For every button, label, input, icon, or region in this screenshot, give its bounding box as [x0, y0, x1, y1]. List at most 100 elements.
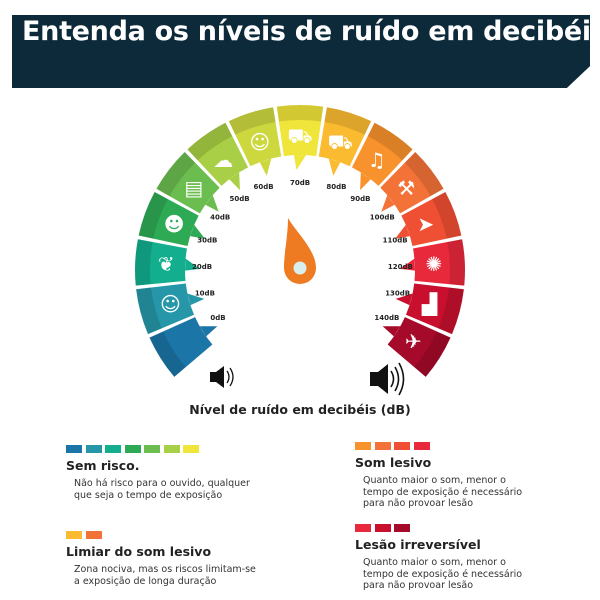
legend-swatch	[394, 442, 410, 450]
legend-swatch	[355, 524, 371, 532]
jackhammer-icon: ⚒	[397, 176, 415, 200]
segment-outer-band	[149, 331, 186, 377]
segment-outer-band	[414, 331, 451, 377]
gauge-segment-90dB: ♫ 90dB	[350, 122, 413, 203]
legend-title: Sem risco.	[66, 458, 140, 473]
rain-icon: ☁	[213, 148, 233, 172]
db-label: 120dB	[388, 263, 413, 271]
segment-pointer	[328, 158, 341, 176]
segment-fill	[401, 191, 462, 246]
gauge-segment-110dB: ➤ 110dB	[383, 191, 462, 246]
legend-title: Lesão irreversível	[355, 537, 481, 552]
legend-swatch	[144, 445, 160, 453]
leaves-icon: ❦	[158, 252, 175, 276]
db-label: 130dB	[385, 289, 410, 297]
db-label: 10dB	[195, 289, 215, 297]
title-banner	[12, 15, 590, 88]
segment-pointer	[185, 258, 201, 271]
legend-swatch	[66, 531, 82, 539]
traffic-icon: ⛟	[287, 124, 312, 148]
db-label: 90dB	[350, 195, 370, 203]
segment-fill	[412, 239, 465, 286]
legend-som-lesivo: Som lesivo Quanto maior o som, menor o tem…	[355, 442, 522, 510]
gauge-segment-0dB: 0dB	[149, 314, 226, 377]
legend-desc: que seja o tempo de exposição	[74, 489, 223, 501]
legend-desc: para não provoar lesão	[363, 498, 474, 509]
band-icon: ♫	[368, 148, 386, 172]
gauge-segment-20dB: ❦ 20dB	[135, 239, 212, 286]
legend-swatch	[355, 442, 371, 450]
legend-desc: Quanto maior o som, menor o	[363, 557, 506, 568]
legend-desc: Não há risco para o ouvido, qualquer	[74, 478, 250, 489]
radio-icon: ▤	[184, 176, 203, 200]
segment-outer-band	[135, 239, 153, 286]
fireworks-icon: ✺	[425, 252, 442, 276]
gauge-segment-120dB: ✺ 120dB	[388, 239, 465, 286]
legend-swatch	[183, 445, 199, 453]
speaker-low-icon	[210, 366, 234, 388]
race-car-icon: ➤	[417, 212, 434, 236]
segment-pointer	[395, 293, 413, 306]
segment-pointer	[259, 158, 272, 176]
truck-icon: ⛟	[328, 130, 353, 154]
segment-fill	[138, 191, 199, 246]
db-label: 0dB	[210, 314, 225, 322]
segment-fill	[135, 239, 188, 286]
segment-fill	[380, 151, 444, 214]
legend-swatch	[413, 442, 430, 450]
segment-fill	[318, 107, 372, 167]
segment-pointer	[293, 155, 307, 171]
page-title: Entenda os níveis de ruído em decibéis	[22, 16, 600, 47]
segment-pointer	[382, 326, 401, 337]
legend-desc: tempo de exposição é necessário	[363, 568, 523, 580]
db-label: 20dB	[192, 263, 212, 271]
segment-fill	[228, 107, 282, 167]
gauge-segment-30dB: ☻ 30dB	[138, 191, 217, 246]
needle-shape	[284, 218, 316, 284]
gauge-segment-100dB: ⚒ 100dB	[370, 151, 444, 221]
legend-swatch	[66, 445, 82, 453]
gauge-segment-40dB: ▤ 40dB	[156, 151, 230, 221]
gauge-segment-130dB: ▟ 130dB	[385, 283, 464, 335]
segment-outer-band	[138, 191, 168, 239]
segment-outer-band	[156, 151, 196, 197]
gauge-segment-50dB: ☁ 50dB	[187, 122, 250, 203]
segment-pointer	[187, 293, 205, 306]
db-label: 100dB	[370, 213, 395, 221]
people-talking-icon: ☺	[249, 130, 270, 154]
gauge-segment-60dB: ☺ 60dB	[228, 107, 282, 191]
legend-swatch	[85, 445, 102, 453]
gauge-segment-80dB: ⛟ 80dB	[318, 107, 372, 191]
legend-lesao-irreversivel: Lesão irreversível Quanto maior o som, me…	[355, 524, 522, 592]
gauge-subtitle: Nível de ruído em decibéis (dB)	[189, 402, 411, 417]
segment-pointer	[229, 172, 240, 191]
legend-swatch	[374, 524, 391, 532]
legend-title: Limiar do som lesivo	[66, 544, 212, 559]
needle-hub	[293, 261, 307, 275]
segment-fill	[187, 122, 249, 186]
factory-icon: ▟	[422, 292, 438, 316]
legend-swatch	[374, 442, 391, 450]
segment-outer-band	[447, 239, 465, 286]
segment-fill	[156, 151, 220, 214]
legend-swatch	[85, 531, 102, 539]
db-label: 40dB	[210, 213, 230, 221]
segment-pointer	[199, 326, 218, 337]
legend-desc: a exposição de longa duração	[74, 575, 217, 587]
db-label: 70dB	[290, 179, 310, 187]
gauge-needle	[284, 218, 316, 284]
gauge-segment-10dB: ☺ 10dB	[136, 283, 215, 335]
db-label: 50dB	[230, 195, 250, 203]
legend-swatch	[163, 445, 180, 453]
db-label: 110dB	[383, 237, 408, 245]
db-label: 80dB	[326, 183, 346, 191]
segment-pointer	[395, 224, 410, 239]
legend-desc: Zona nociva, mas os riscos limitam-se	[74, 564, 256, 575]
segment-outer-band	[228, 107, 276, 135]
segment-fill	[387, 317, 451, 377]
segment-fill	[136, 283, 195, 335]
segment-outer-band	[367, 122, 413, 161]
legend-title: Som lesivo	[355, 455, 432, 470]
segment-outer-band	[404, 151, 444, 197]
